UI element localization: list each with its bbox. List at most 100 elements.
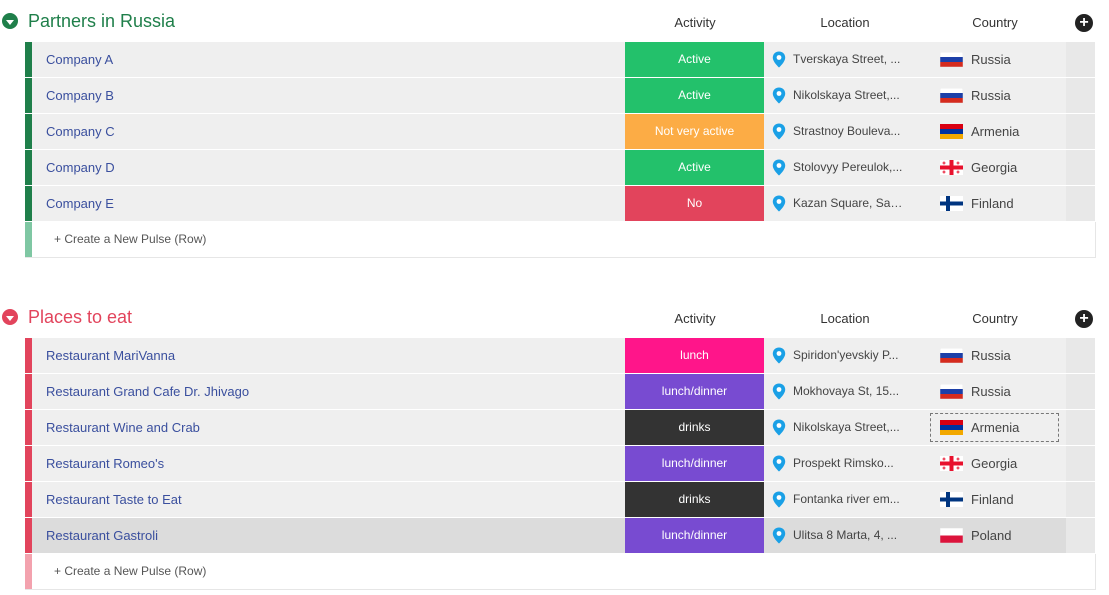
create-new-pulse-row[interactable]: + Create a New Pulse (Row)	[25, 554, 1096, 590]
row-trailing-cell[interactable]	[1066, 446, 1095, 481]
country-cell[interactable]: Russia	[926, 338, 1064, 373]
country-cell[interactable]: Georgia	[926, 446, 1064, 481]
table-row[interactable]: Restaurant Romeo's lunch/dinner Prospekt R…	[25, 446, 1095, 481]
status-cell[interactable]: No	[625, 186, 764, 221]
status-cell[interactable]: Not very active	[625, 114, 764, 149]
group-color-bar	[25, 42, 32, 77]
finland-flag-icon	[940, 492, 963, 507]
row-trailing-cell[interactable]	[1066, 482, 1095, 517]
table-row[interactable]: Restaurant Taste to Eat drinks Fontanka ri…	[25, 482, 1095, 517]
country-cell[interactable]: Russia	[926, 374, 1064, 409]
column-header-activity[interactable]: Activity	[674, 15, 716, 30]
group-title[interactable]: Places to eat	[28, 307, 133, 327]
row-trailing-cell[interactable]	[1066, 518, 1095, 553]
plus-circle-icon[interactable]: +	[1075, 310, 1093, 328]
group-color-bar	[25, 410, 32, 445]
table-row[interactable]: Company C Not very active Strastnoy Boulev…	[25, 114, 1095, 149]
status-cell[interactable]: drinks	[625, 482, 764, 517]
georgia-flag-icon	[940, 456, 963, 471]
group-title[interactable]: Partners in Russia	[28, 11, 176, 31]
row-trailing-cell[interactable]	[1066, 78, 1095, 113]
pulse-name[interactable]: Company E	[46, 196, 114, 211]
pulse-name[interactable]: Restaurant Romeo's	[46, 456, 165, 471]
location-text: Fontanka river em...	[793, 492, 900, 506]
pulse-name[interactable]: Restaurant Taste to Eat	[46, 492, 182, 507]
table-row[interactable]: Company D Active Stolovyy Pereulok,... Geor…	[25, 150, 1095, 185]
table-row[interactable]: Company B Active Nikolskaya Street,... Russ…	[25, 78, 1095, 113]
location-cell[interactable]: Prospekt Rimsko...	[766, 446, 924, 481]
status-cell[interactable]: lunch/dinner	[625, 446, 764, 481]
russia-flag-icon	[939, 87, 964, 104]
status-cell[interactable]: Active	[625, 42, 764, 77]
location-text: Strastnoy Bouleva...	[793, 124, 901, 138]
create-new-pulse-row[interactable]: + Create a New Pulse (Row)	[25, 222, 1096, 258]
column-header-country[interactable]: Country	[972, 311, 1018, 326]
status-cell[interactable]: lunch/dinner	[625, 374, 764, 409]
country-cell[interactable]: Russia	[926, 78, 1064, 113]
pulse-name[interactable]: Company C	[46, 124, 115, 139]
row-trailing-cell[interactable]	[1066, 338, 1095, 373]
country-cell[interactable]: Armenia	[926, 114, 1064, 149]
russia-flag-icon	[939, 347, 964, 364]
plus-circle-icon[interactable]: +	[1075, 14, 1093, 32]
location-cell[interactable]: Spiridon'yevskiy P...	[766, 338, 924, 373]
pulse-name[interactable]: Company D	[46, 160, 115, 175]
location-cell[interactable]: Stolovyy Pereulok,...	[766, 150, 924, 185]
poland-flag-icon	[939, 527, 964, 544]
table-row[interactable]: Restaurant Grand Cafe Dr. Jhivago lunch/d…	[25, 374, 1095, 409]
location-cell[interactable]: Tverskaya Street, ...	[766, 42, 924, 77]
row-trailing-cell[interactable]	[1066, 42, 1095, 77]
table-row[interactable]: Restaurant MariVanna lunch Spiridon'yevski…	[25, 338, 1095, 373]
status-cell[interactable]: lunch/dinner	[625, 518, 764, 553]
group-header: Places to eat Activity Location Country +	[0, 296, 1109, 338]
country-cell[interactable]: Georgia	[926, 150, 1064, 185]
table-row[interactable]: Restaurant Gastroli lunch/dinner Ulitsa 8 …	[25, 518, 1095, 553]
country-text: Armenia	[971, 124, 1020, 139]
pulse-name[interactable]: Restaurant Grand Cafe Dr. Jhivago	[46, 384, 250, 399]
chevron-down-circle-icon[interactable]	[2, 13, 18, 29]
row-trailing-cell[interactable]	[1066, 114, 1095, 149]
table-row[interactable]: Company E No Kazan Square, Sai... Finland	[25, 186, 1095, 221]
map-pin-icon	[772, 347, 786, 364]
row-trailing-cell[interactable]	[1066, 374, 1095, 409]
pulse-name[interactable]: Restaurant Wine and Crab	[46, 420, 200, 435]
country-cell[interactable]: Russia	[926, 42, 1064, 77]
location-cell[interactable]: Kazan Square, Sai...	[766, 186, 924, 221]
table-row[interactable]: Restaurant Wine and Crab drinks Nikolskaya…	[25, 410, 1095, 445]
row-trailing-cell[interactable]	[1066, 150, 1095, 185]
location-cell[interactable]: Nikolskaya Street,...	[766, 410, 924, 445]
country-text: Georgia	[971, 160, 1018, 175]
pulse-name[interactable]: Company B	[46, 88, 114, 103]
pulse-name[interactable]: Restaurant MariVanna	[46, 348, 176, 363]
column-header-location[interactable]: Location	[820, 311, 870, 326]
map-pin-icon	[772, 455, 786, 472]
location-cell[interactable]: Ulitsa 8 Marta, 4, ...	[766, 518, 924, 553]
table-row[interactable]: Company A Active Tverskaya Street, ... Russ…	[25, 42, 1095, 77]
status-cell[interactable]: drinks	[625, 410, 764, 445]
location-cell[interactable]: Nikolskaya Street,...	[766, 78, 924, 113]
row-trailing-cell[interactable]	[1066, 186, 1095, 221]
group-color-bar	[25, 338, 32, 373]
group-color-bar	[25, 374, 32, 409]
location-cell[interactable]: Mokhovaya St, 15...	[766, 374, 924, 409]
location-cell[interactable]: Fontanka river em...	[766, 482, 924, 517]
status-cell[interactable]: Active	[625, 78, 764, 113]
country-cell[interactable]: Finland	[926, 186, 1064, 221]
group-color-bar	[25, 554, 32, 589]
status-cell[interactable]: Active	[625, 150, 764, 185]
column-header-location[interactable]: Location	[820, 15, 870, 30]
column-header-country[interactable]: Country	[972, 15, 1018, 30]
location-cell[interactable]: Strastnoy Bouleva...	[766, 114, 924, 149]
status-cell[interactable]: lunch	[625, 338, 764, 373]
country-cell[interactable]: Armenia	[930, 413, 1059, 442]
row-trailing-cell[interactable]	[1066, 410, 1095, 445]
pulse-name[interactable]: Restaurant Gastroli	[46, 528, 158, 543]
pulse-name[interactable]: Company A	[46, 52, 114, 67]
map-pin-icon	[772, 419, 786, 436]
map-pin-icon	[772, 195, 786, 212]
column-header-activity[interactable]: Activity	[674, 311, 716, 326]
country-cell[interactable]: Poland	[926, 518, 1064, 553]
country-text: Armenia	[971, 420, 1020, 435]
country-cell[interactable]: Finland	[926, 482, 1064, 517]
chevron-down-circle-icon[interactable]	[2, 309, 18, 325]
